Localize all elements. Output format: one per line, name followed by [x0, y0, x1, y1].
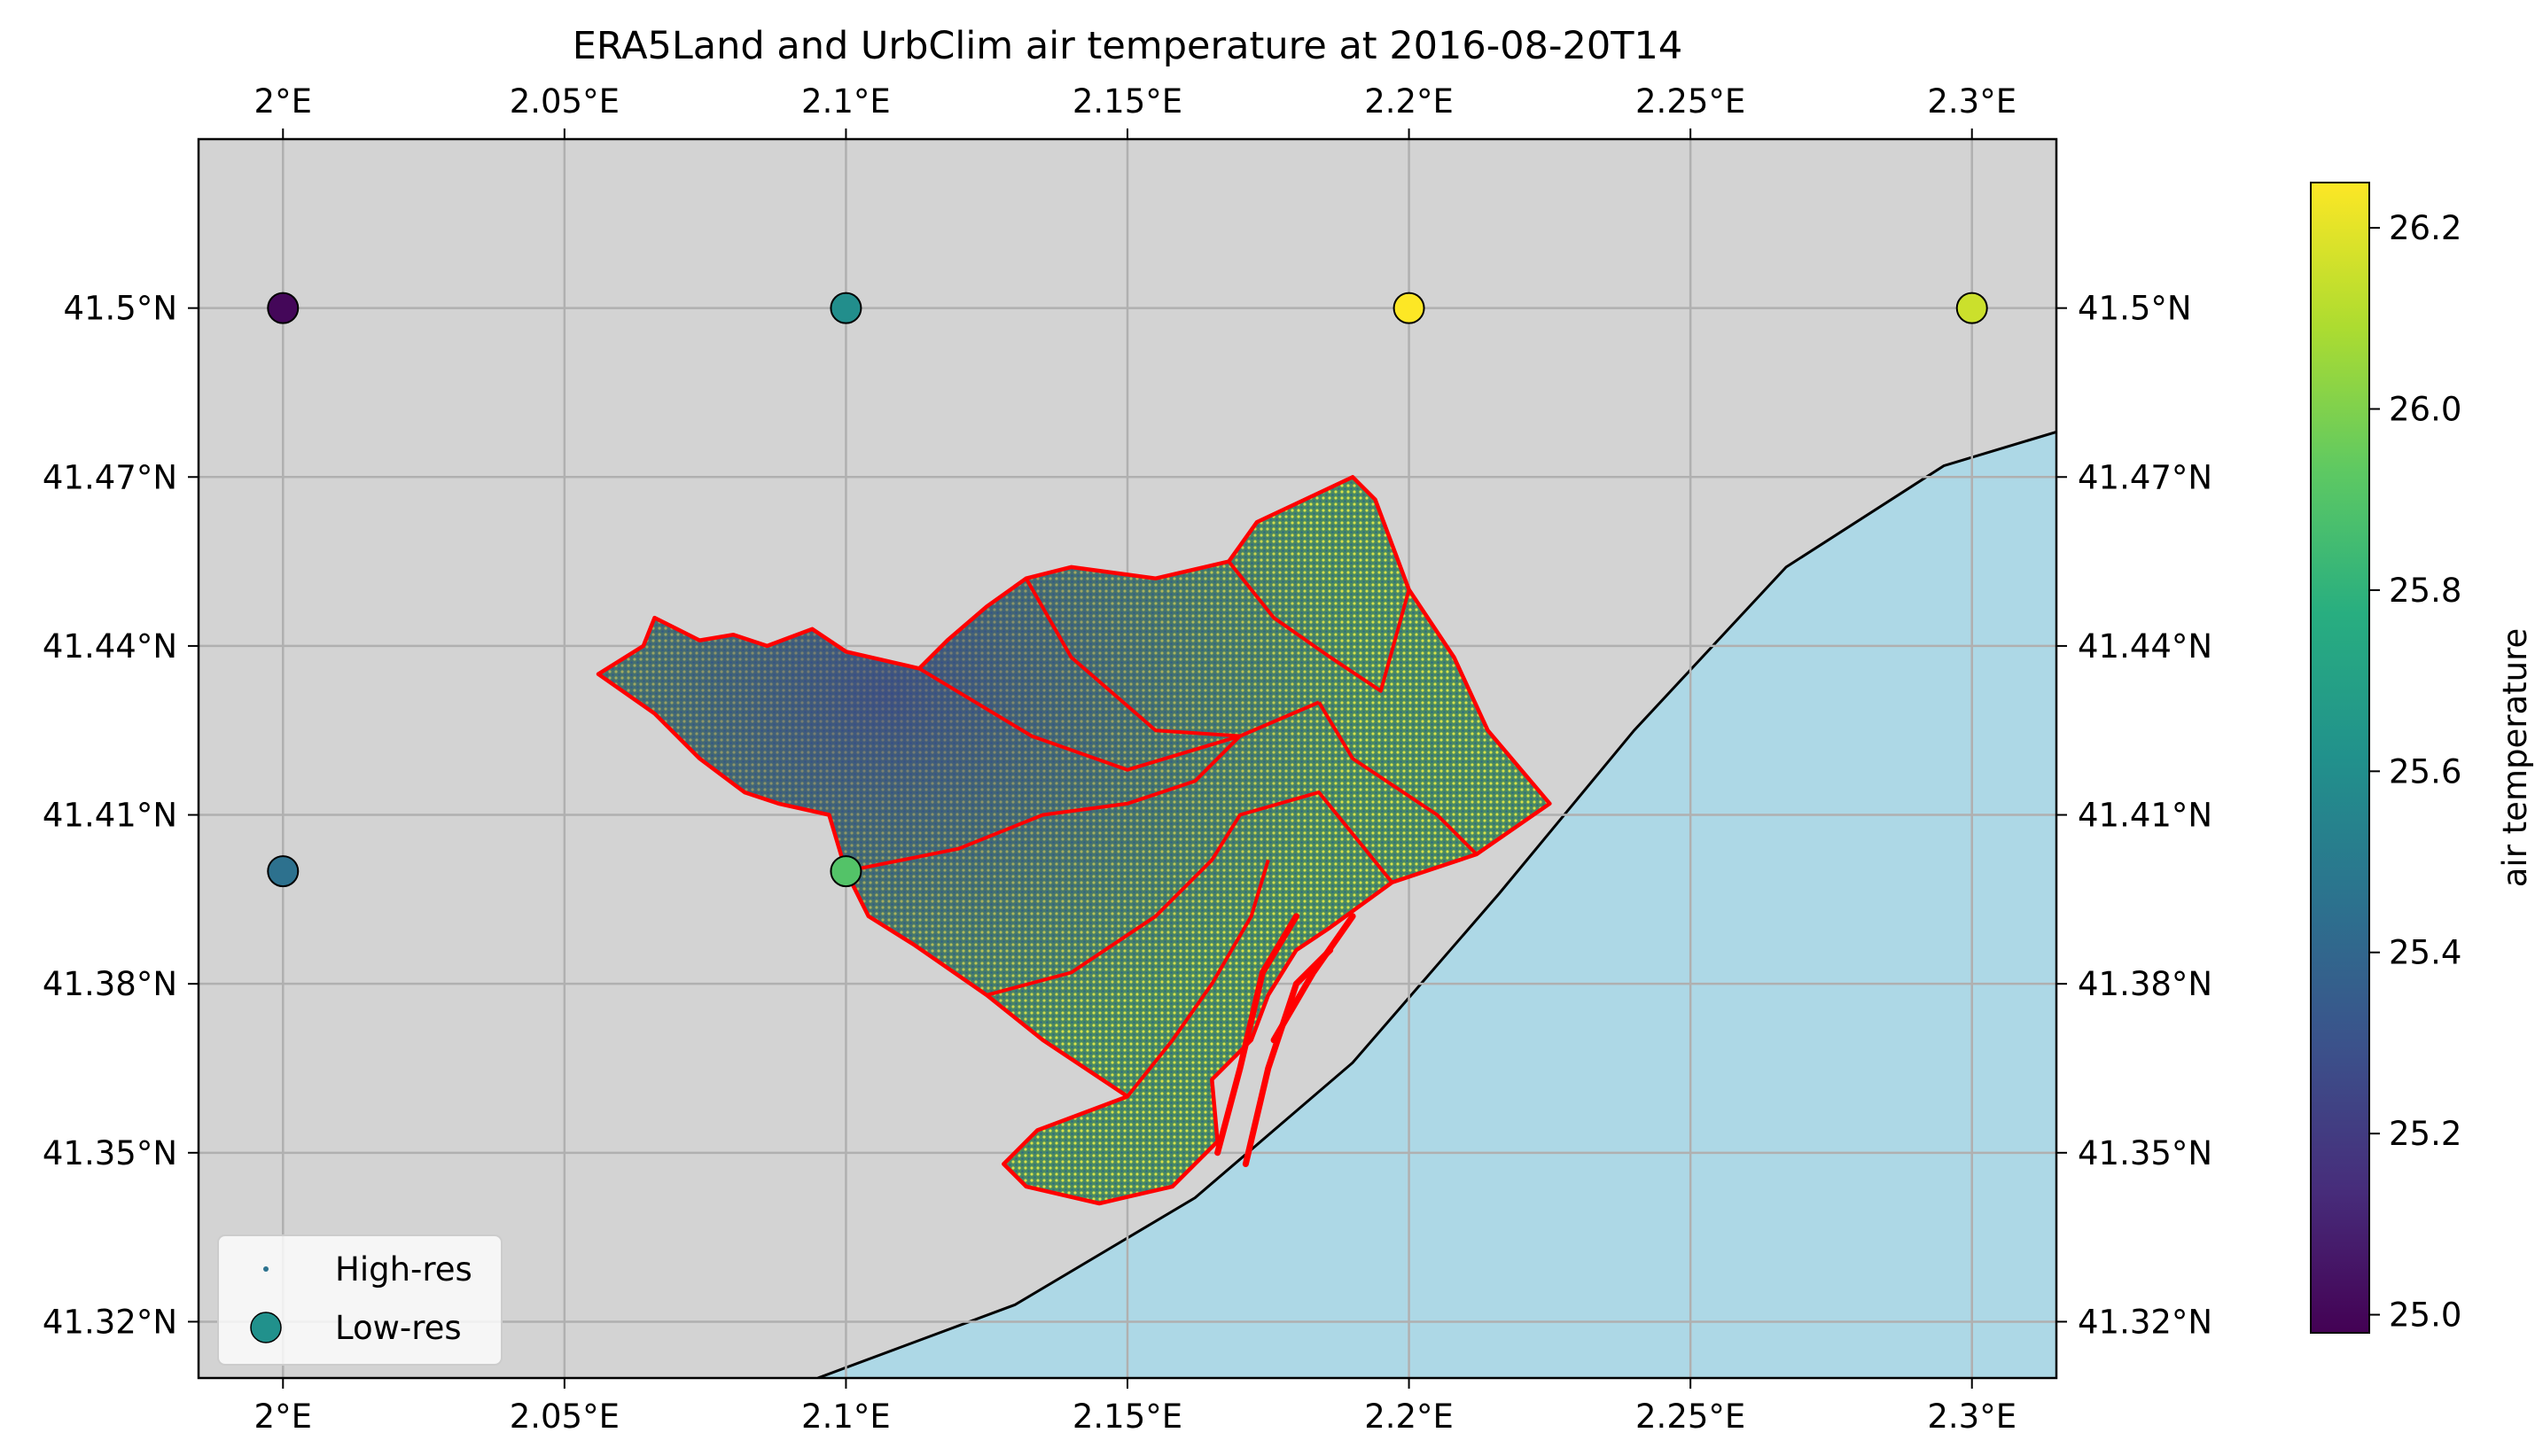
tick-label-lat-left-0: 41.32°N — [43, 1303, 177, 1341]
colorbar-tick-label-2: 25.4 — [2389, 934, 2461, 972]
tick-label-lat-right-0: 41.32°N — [2078, 1303, 2212, 1341]
low-res-point-3 — [1955, 292, 1988, 324]
low-res-point-1 — [830, 292, 862, 324]
district-boundary-1 — [1024, 577, 1241, 738]
tick-label-lon-top-3: 2.15°E — [1073, 82, 1182, 121]
tick-label-lat-right-3: 41.41°N — [2078, 797, 2212, 835]
low-res-points — [267, 292, 1988, 888]
legend-low-res-label: Low-res — [335, 1309, 462, 1347]
map-title: ERA5Land and UrbClim air temperature at … — [573, 24, 1682, 68]
colorbar-tick-label-4: 25.8 — [2389, 572, 2461, 610]
colorbar-gradient — [2310, 182, 2370, 1334]
tick-label-lat-right-2: 41.38°N — [2078, 965, 2212, 1003]
colorbar-tick-label-6: 26.2 — [2389, 209, 2461, 247]
colorbar-tick-label-0: 25.0 — [2389, 1296, 2461, 1335]
tick-label-lat-left-1: 41.35°N — [43, 1134, 177, 1172]
tick-label-lon-bottom-4: 2.2°E — [1364, 1398, 1454, 1436]
tick-label-lon-top-4: 2.2°E — [1364, 82, 1454, 121]
axis-ticks: 2°E 2°E 2.05°E 2.05°E 2.1°E 2.1°E 2.15°E 2.15°E… — [43, 82, 2212, 1436]
district-boundary-5 — [1317, 701, 1478, 856]
coastline — [817, 430, 2056, 1378]
tick-label-lat-left-3: 41.41°N — [43, 797, 177, 835]
plot-area: 2°E 2°E 2.05°E 2.05°E 2.1°E 2.1°E 2.15°E 2.15°E… — [43, 82, 2212, 1436]
colorbar-tick-label-1: 25.2 — [2389, 1115, 2461, 1153]
colorbar-label: air temperature — [2496, 628, 2534, 888]
low-res-point-4 — [267, 855, 300, 888]
tick-label-lon-bottom-5: 2.25°E — [1635, 1398, 1745, 1436]
tick-label-lon-top-2: 2.1°E — [801, 82, 891, 121]
district-boundary-3 — [846, 735, 1242, 874]
port-piers — [1214, 913, 1356, 1167]
city-boundary — [596, 475, 1552, 1206]
colorbar-ticks: 25.0 25.2 25.4 25.6 25.8 26.0 26.2 — [2369, 209, 2461, 1335]
legend: High-res Low-res — [217, 1234, 503, 1366]
colorbar: 25.0 25.2 25.4 25.6 25.8 26.0 26.2 air tempera… — [2310, 182, 2534, 1335]
tick-label-lat-right-6: 41.5°N — [2078, 290, 2192, 328]
district-boundaries — [846, 560, 1478, 1098]
tick-label-lon-top-6: 2.3°E — [1927, 82, 2016, 121]
district-boundary-0 — [917, 666, 1320, 772]
district-boundary-2 — [1227, 560, 1411, 693]
legend-high-res-label: High-res — [335, 1250, 472, 1289]
tick-label-lat-right-1: 41.35°N — [2078, 1134, 2212, 1172]
pier-0 — [1214, 913, 1299, 1156]
tick-label-lat-left-2: 41.38°N — [43, 965, 177, 1003]
tick-label-lat-right-5: 41.47°N — [2078, 458, 2212, 496]
district-boundary-6 — [1126, 859, 1270, 1098]
legend-low-res-marker — [250, 1312, 282, 1343]
district-boundary-4 — [986, 790, 1394, 997]
colorbar-tick-label-3: 25.6 — [2389, 752, 2461, 790]
legend-high-res-marker — [263, 1266, 269, 1272]
low-res-point-5 — [830, 855, 862, 888]
high-res-cool-zone — [598, 477, 1550, 1203]
tick-label-lon-bottom-1: 2.05°E — [510, 1398, 620, 1436]
tick-label-lat-left-6: 41.5°N — [63, 290, 177, 328]
colorbar-tick-label-5: 26.0 — [2389, 391, 2461, 429]
tick-label-lon-top-5: 2.25°E — [1635, 82, 1745, 121]
tick-label-lon-top-0: 2°E — [254, 82, 312, 121]
tick-label-lon-top-1: 2.05°E — [510, 82, 620, 121]
gridlines — [199, 139, 2056, 1378]
tick-label-lon-bottom-2: 2.1°E — [801, 1398, 891, 1436]
legend-box — [217, 1234, 503, 1366]
tick-label-lat-left-4: 41.44°N — [43, 627, 177, 666]
tick-label-lon-bottom-6: 2.3°E — [1927, 1398, 2016, 1436]
low-res-point-0 — [267, 292, 300, 324]
tick-label-lat-right-4: 41.44°N — [2078, 627, 2212, 666]
tick-label-lon-bottom-3: 2.15°E — [1073, 1398, 1182, 1436]
low-res-point-2 — [1392, 292, 1425, 324]
pier-2 — [1270, 913, 1356, 1044]
sea-area — [817, 432, 2056, 1378]
tick-label-lon-bottom-0: 2°E — [254, 1398, 312, 1436]
tick-label-lat-left-5: 41.47°N — [43, 458, 177, 496]
